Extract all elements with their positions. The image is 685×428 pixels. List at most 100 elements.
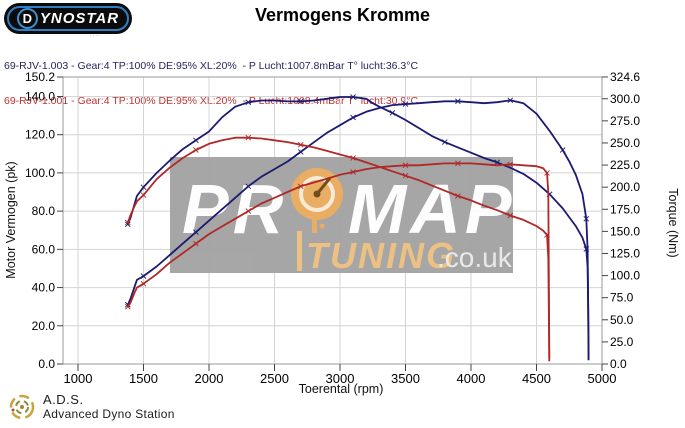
y-left-tick-label: 80.0	[32, 204, 56, 218]
y-right-tick-label: 100.0	[610, 269, 640, 283]
y-right-tick-label: 0.0	[610, 357, 627, 371]
watermark-sub-domain: .co.uk	[437, 242, 513, 273]
series-marker	[297, 98, 304, 105]
y-left-tick-label: 120.0	[25, 128, 55, 142]
watermark-sub-brand: TUNING	[306, 235, 456, 276]
x-tick-label: 1500	[129, 371, 158, 386]
x-tick-label: 4000	[457, 371, 486, 386]
series-marker	[297, 141, 304, 148]
y-right-tick-label: 324.6	[610, 70, 640, 84]
series-marker	[350, 155, 356, 161]
x-tick-label: 5000	[588, 371, 617, 386]
y-left-tick-label: 140.0	[25, 89, 55, 103]
y-right-tick-label: 300.0	[610, 92, 640, 106]
series-marker	[350, 94, 356, 100]
ads-logo-icon	[9, 394, 35, 419]
plot-frame	[62, 76, 603, 365]
series-marker	[193, 240, 199, 247]
y-left-tick-label: 40.0	[32, 281, 56, 295]
x-axis-title: Toerental (rpm)	[299, 382, 384, 396]
legend-run-1: 69-RJV-1.003 - Gear:4 TP:100% DE:95% XL:…	[4, 60, 419, 72]
series-marker	[193, 137, 199, 144]
series-marker	[583, 215, 590, 222]
y-left-tick-label: 20.0	[32, 319, 56, 333]
ads-abbr: A.D.S.	[43, 392, 84, 407]
y-right-tick-label: 225.0	[610, 158, 640, 172]
series-marker	[124, 219, 131, 226]
series-marker	[193, 147, 199, 153]
series-line	[126, 136, 551, 362]
series-marker	[559, 147, 566, 153]
y-right-tick-label: 125.0	[610, 246, 640, 260]
y-left-tick-label: 100.0	[25, 166, 55, 180]
y-left-tick-label: 60.0	[32, 242, 56, 256]
series-marker	[402, 172, 409, 179]
series-marker	[402, 101, 409, 107]
logo-d-icon: D	[16, 8, 38, 29]
y-right-tick-label: 50.0	[610, 313, 634, 327]
series-marker	[544, 170, 550, 176]
x-tick-label: 3000	[326, 371, 355, 386]
watermark-box	[170, 157, 513, 273]
y-right-tick-label: 200.0	[610, 180, 640, 194]
logo-text: YNOSTAR	[39, 10, 120, 27]
series-marker	[583, 246, 590, 252]
series-marker	[245, 183, 252, 190]
watermark-brand-map: MAP	[348, 170, 516, 248]
y-left-tick-label: 150.2	[25, 70, 55, 84]
y-right-axis-title: Torque (Nm)	[666, 188, 680, 257]
ads-name: Advanced Dyno Station	[43, 407, 175, 421]
plot-axes: 1000 1500 2000 2500 3000 3500 4000 4500 50000.02…	[25, 70, 640, 386]
plot-series	[124, 94, 590, 362]
series-line	[127, 162, 551, 359]
page-title: Vermogens Kromme	[254, 5, 431, 25]
series-marker	[544, 232, 550, 238]
series-marker	[124, 221, 131, 228]
series-marker	[297, 149, 304, 155]
x-tick-label: 1000	[64, 371, 93, 386]
series-marker	[494, 159, 501, 166]
series-marker	[140, 192, 147, 198]
y-left-tick-label: 0.0	[38, 357, 55, 371]
x-tick-label: 3500	[391, 371, 420, 386]
series-marker	[507, 97, 514, 104]
series-marker	[455, 160, 461, 167]
y-left-axis-title: Motor Vermogen (pk)	[4, 161, 18, 278]
series-marker	[193, 229, 199, 236]
series-marker	[245, 208, 252, 214]
series-marker	[245, 134, 252, 141]
series-marker	[124, 303, 131, 310]
y-right-tick-label: 250.0	[610, 136, 640, 150]
series-marker	[140, 280, 147, 287]
y-right-tick-label: 275.0	[610, 114, 640, 128]
ads-footer: A.D.S. Advanced Dyno Station	[8, 392, 175, 421]
watermark-drip-decoration	[297, 231, 302, 271]
series-marker	[350, 169, 356, 175]
series-marker	[245, 99, 252, 106]
series-marker	[389, 110, 396, 116]
watermark: PR MAP TUNING .co.uk	[170, 157, 516, 276]
series-line	[126, 99, 590, 361]
series-marker	[402, 162, 409, 169]
watermark-brand-pr: PR	[182, 170, 287, 248]
x-tick-label: 2500	[260, 371, 289, 386]
series-marker	[455, 98, 461, 105]
series-marker	[297, 183, 304, 190]
x-tick-label: 4500	[522, 371, 551, 386]
y-right-tick-label: 175.0	[610, 202, 640, 216]
logo-tagline: ....	[90, 32, 101, 38]
y-right-tick-label: 25.0	[610, 335, 634, 349]
y-right-tick-label: 150.0	[610, 224, 640, 238]
series-marker	[441, 139, 448, 145]
series-marker	[455, 193, 461, 199]
series-marker	[140, 273, 147, 279]
series-marker	[507, 212, 514, 219]
gauge-icon	[291, 168, 343, 233]
y-right-tick-label: 75.0	[610, 291, 634, 305]
series-marker	[140, 184, 147, 191]
series-marker	[507, 161, 514, 168]
series-marker	[350, 114, 356, 121]
x-tick-label: 2000	[195, 371, 224, 386]
